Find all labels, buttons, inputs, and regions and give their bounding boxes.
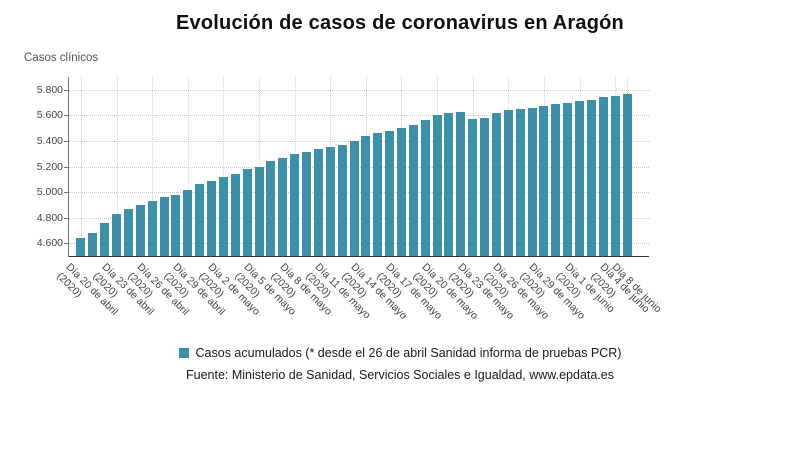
gridline-horizontal: [69, 192, 649, 194]
gridline-horizontal: [69, 115, 649, 117]
bar[interactable]: [112, 213, 122, 256]
bar[interactable]: [610, 95, 620, 256]
x-axis-label: Día 8 de junio: [609, 261, 664, 316]
gridline-vertical: [80, 77, 82, 256]
bar[interactable]: [480, 117, 490, 256]
gridline-horizontal: [69, 217, 649, 219]
bar[interactable]: [88, 233, 98, 256]
bar[interactable]: [503, 110, 513, 256]
y-axis-tick-mark: [64, 140, 69, 142]
x-axis-label: Día 26 de abril (2020): [125, 261, 192, 318]
bar[interactable]: [325, 147, 335, 256]
x-axis-label: Día 20 de mayo (2020): [410, 261, 481, 322]
gridline-vertical: [116, 77, 118, 256]
x-axis-label: Día 23 de mayo (2020): [445, 261, 517, 322]
bar[interactable]: [468, 118, 478, 256]
x-axis-label: Día 2 de mayo (2020): [196, 261, 263, 318]
y-axis-tick-label: 5.000: [36, 186, 63, 199]
x-axis-label: Día 8 de mayo (2020): [267, 261, 334, 318]
x-axis-label: Día 23 de abril (2020): [89, 261, 156, 318]
bar[interactable]: [432, 115, 442, 256]
bar[interactable]: [551, 103, 561, 256]
bar[interactable]: [456, 112, 466, 256]
legend-swatch: [178, 348, 189, 358]
y-axis-tick-mark: [64, 89, 69, 91]
bar[interactable]: [207, 180, 217, 256]
bar[interactable]: [575, 101, 585, 256]
x-axis-label: Día 1 de junio (2020): [552, 261, 617, 316]
bar[interactable]: [515, 108, 525, 256]
bar[interactable]: [408, 124, 418, 256]
bar[interactable]: [396, 128, 406, 256]
y-axis-tick-mark: [64, 217, 69, 219]
x-axis-label: Día 14 de mayo (2020): [339, 261, 410, 322]
x-axis-label: Día 4 de junio (2020): [588, 261, 653, 316]
bar[interactable]: [444, 113, 454, 256]
x-axis-label: Día 5 de mayo (2020): [232, 261, 299, 318]
gridline-vertical: [187, 77, 189, 256]
y-axis-tick-mark: [64, 192, 69, 194]
bar[interactable]: [230, 173, 240, 256]
x-axis-label: Día 20 de abril (2020): [54, 261, 121, 318]
bar[interactable]: [563, 102, 573, 256]
legend[interactable]: Casos acumulados (* desde el 26 de abril…: [0, 346, 800, 360]
page-title: Evolución de casos de coronavirus en Ara…: [176, 12, 624, 34]
gridline-vertical: [223, 77, 225, 256]
y-axis-tick-label: 5.800: [36, 83, 63, 96]
x-axis-label: Día 17 de mayo (2020): [374, 261, 445, 322]
bar[interactable]: [539, 106, 549, 256]
gridline-horizontal: [69, 89, 649, 91]
y-axis-tick-label: 4.600: [36, 237, 63, 250]
plot-area: 4.600 4.800 5.000 5.200 5.400 5.600 5.800: [37, 77, 649, 257]
bar[interactable]: [183, 190, 193, 256]
gridline-horizontal: [69, 166, 649, 168]
y-axis-tick-label: 5.400: [36, 134, 63, 147]
bar[interactable]: [147, 201, 157, 256]
y-axis-tick-mark: [64, 243, 69, 245]
x-axis-label: Día 29 de abril (2020): [161, 261, 228, 318]
bar[interactable]: [218, 177, 228, 256]
x-axis-label: Día 26 de mayo (2020): [481, 261, 552, 322]
bar[interactable]: [373, 133, 383, 256]
y-axis-tick-mark: [64, 115, 69, 117]
bar[interactable]: [100, 222, 110, 256]
bar[interactable]: [491, 112, 501, 256]
y-axis-title: Casos clínicos: [24, 52, 99, 64]
bar[interactable]: [527, 107, 537, 256]
bar[interactable]: [123, 208, 133, 256]
bar[interactable]: [586, 100, 596, 256]
bar[interactable]: [313, 149, 323, 256]
bar[interactable]: [385, 130, 395, 256]
legend-label: Casos acumulados (* desde el 26 de abril…: [195, 346, 622, 360]
gridline-vertical: [152, 77, 154, 256]
bar[interactable]: [159, 197, 169, 256]
bar[interactable]: [420, 120, 430, 256]
bar[interactable]: [195, 183, 205, 256]
y-axis-tick-label: 5.200: [36, 160, 63, 173]
gridline-horizontal: [69, 140, 649, 142]
bar[interactable]: [361, 136, 371, 256]
bar[interactable]: [76, 238, 86, 256]
y-axis-tick-mark: [64, 166, 69, 168]
bar[interactable]: [171, 194, 181, 256]
bar[interactable]: [622, 94, 632, 256]
bar[interactable]: [290, 153, 300, 256]
bar[interactable]: [135, 204, 145, 256]
bar[interactable]: [349, 140, 359, 256]
bar[interactable]: [302, 151, 311, 256]
bar[interactable]: [337, 145, 347, 256]
bar[interactable]: [254, 166, 264, 256]
source-note: Fuente: Ministerio de Sanidad, Servicios…: [185, 368, 615, 382]
y-axis-tick-label: 4.800: [36, 211, 63, 224]
y-axis-tick-label: 5.600: [36, 109, 63, 122]
bar[interactable]: [598, 97, 608, 256]
gridline-horizontal: [69, 243, 649, 245]
bar[interactable]: [242, 169, 252, 256]
bar[interactable]: [278, 158, 288, 256]
x-axis-label: Día 29 de mayo (2020): [517, 261, 588, 322]
bar[interactable]: [266, 161, 276, 256]
x-axis-label: Día 11 de mayo (2020): [303, 261, 374, 322]
